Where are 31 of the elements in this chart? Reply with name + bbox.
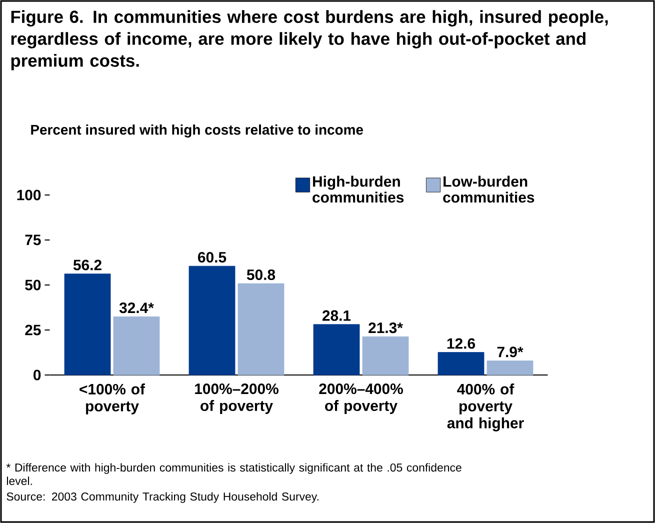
bar [64,274,111,376]
y-tick-label: 100 [17,190,41,200]
data-label: 56.2 [73,260,102,270]
legend-label: Low-burden communities [443,176,534,203]
x-tick-label: <100% of poverty [80,384,146,414]
y-tick-label: 50 [25,280,41,290]
chart-subtitle: Percent insured with high costs relative to income [31,124,363,138]
data-label: 28.1 [322,310,351,321]
data-label: 60.5 [198,252,226,263]
text: * Difference with high-burden communities is statistically significant at the .05 confidence level. [6,463,462,486]
x-tick-label: 200%–400% of poverty [319,384,403,414]
bar [238,283,284,376]
data-label: 12.6 [447,338,476,349]
y-tick-label: 75 [25,234,41,246]
y-tick-label: 0 [34,370,41,380]
chart-title: Figure 6. In communities where cost burdens are high, insured people, regardless of income, are more likely to have high out-of-pocket and premium costs. [11,10,608,70]
bar [362,336,409,376]
legend-label: High-burden communities [312,176,404,203]
data-label: 32.4* [119,302,154,314]
x-tick-label: 100%–200% of poverty [195,384,278,414]
bar [313,324,360,376]
bar [113,316,160,376]
data-label: 7.9* [497,346,524,358]
data-label: 50.8 [246,269,276,280]
source-note: Source: 2003 Community Tracking Study Household Survey. [6,492,318,503]
data-label: 21.3* [368,322,403,334]
bar [188,266,236,376]
x-tick-label: 400% of poverty and higher [447,384,524,432]
y-tick-label: 25 [25,324,41,336]
bar [486,360,534,376]
bar [438,352,484,376]
